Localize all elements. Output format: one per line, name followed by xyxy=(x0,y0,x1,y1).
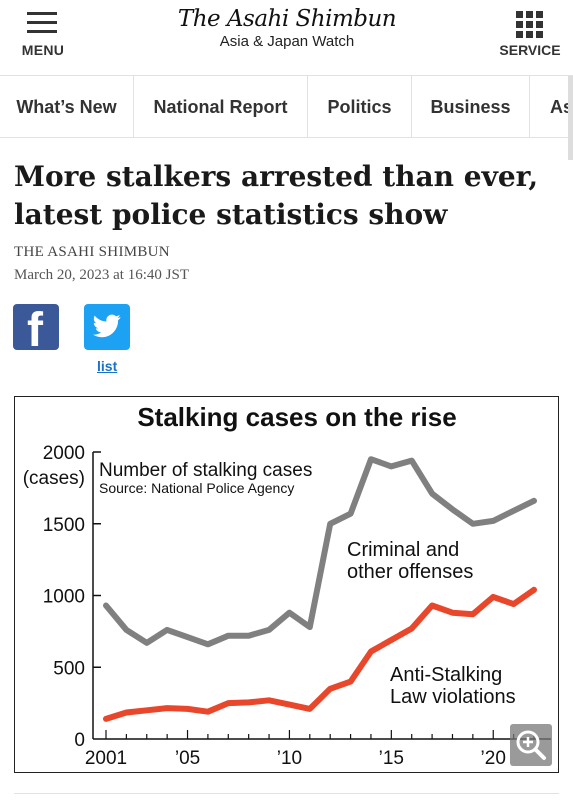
chart-source: Source: National Police Agency xyxy=(99,480,294,496)
chart-subtitle: Number of stalking cases xyxy=(99,460,312,481)
chart-figure: Stalking cases on the rise Number of sta… xyxy=(14,396,559,773)
y-tick-label: 1000 xyxy=(43,587,85,608)
series-label: other offenses xyxy=(347,561,473,583)
brand-logo: The Asahi Shimbun xyxy=(177,6,397,32)
chart-title: Stalking cases on the rise xyxy=(137,402,456,432)
nav-item-politics[interactable]: Politics xyxy=(308,76,412,137)
menu-button[interactable]: MENU xyxy=(14,8,72,64)
series-line-criminal-offenses xyxy=(103,456,537,648)
y-tick-label: 0 xyxy=(74,730,85,751)
y-axis-unit: (cases) xyxy=(23,468,85,489)
hamburger-icon xyxy=(27,12,57,34)
nav-item-national-report[interactable]: National Report xyxy=(134,76,308,137)
nav-item-business[interactable]: Business xyxy=(412,76,530,137)
y-axis-top-label: 2000 xyxy=(43,443,85,464)
section-nav: What’s New National Report Politics Busi… xyxy=(0,76,573,138)
nav-item-asia[interactable]: As xyxy=(550,97,573,117)
twitter-share-button[interactable] xyxy=(84,304,130,350)
nav-item-whats-new[interactable]: What’s New xyxy=(0,76,134,137)
zoom-in-icon xyxy=(516,730,546,760)
zoom-in-button[interactable] xyxy=(510,724,552,766)
series-line-anti-stalking-violations xyxy=(103,586,537,722)
y-tick-label: 500 xyxy=(53,658,85,679)
divider xyxy=(14,793,559,794)
series-label: Law violations xyxy=(390,686,516,708)
site-brand[interactable]: The Asahi Shimbun Asia & Japan Watch xyxy=(160,6,414,50)
y-tick-label: 1500 xyxy=(43,515,85,536)
list-link[interactable]: list xyxy=(97,358,118,374)
x-tick-label: 2001 xyxy=(85,748,127,769)
scrollbar[interactable] xyxy=(568,76,573,160)
brand-subtitle: Asia & Japan Watch xyxy=(219,33,355,50)
x-tick-label: ’15 xyxy=(379,748,404,769)
x-tick-label: ’10 xyxy=(277,748,302,769)
series-label: Criminal and xyxy=(347,539,459,561)
grid-icon xyxy=(516,11,544,38)
x-tick-label: ’05 xyxy=(175,748,200,769)
menu-label: MENU xyxy=(21,42,65,58)
article-date: March 20, 2023 at 16:40 JST xyxy=(14,267,189,283)
x-tick-label: ’20 xyxy=(481,748,506,769)
article-headline: More stalkers arrested than ever, latest… xyxy=(14,160,539,231)
facebook-icon: f xyxy=(27,304,43,351)
service-button[interactable]: SERVICE xyxy=(497,8,563,64)
service-label: SERVICE xyxy=(499,42,561,58)
series-label: Anti-Stalking xyxy=(390,664,502,686)
article-byline: THE ASAHI SHIMBUN xyxy=(14,244,170,260)
site-header: MENU The Asahi Shimbun Asia & Japan Watc… xyxy=(0,0,573,76)
twitter-icon xyxy=(93,314,121,338)
chart-axes: 0 500 1000 1500 2001 ’05 ’10 ’15 ’20 xyxy=(43,451,551,769)
chart-lines xyxy=(103,456,537,722)
facebook-share-button[interactable]: f xyxy=(13,304,59,350)
stalking-chart: Stalking cases on the rise Number of sta… xyxy=(23,402,551,769)
